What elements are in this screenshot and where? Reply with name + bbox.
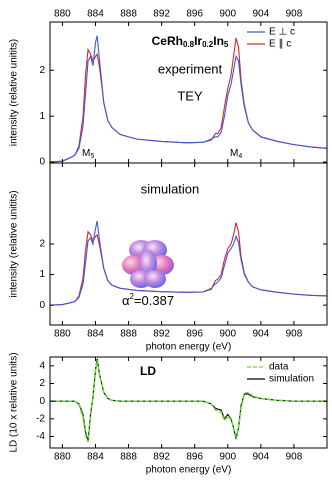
x-tick-label: 892 [153,9,170,20]
x-tick-label: 880 [54,452,71,463]
y-tick-label: -2 [36,413,45,424]
compound-label: CeRh0.8Ir0.2In5 [152,34,229,49]
x-tick-label: 900 [219,452,236,463]
annotation: TEY [177,88,203,103]
y-axis-title: intensity (relative unitits) [9,39,20,146]
legend-label: E ∥ c [269,39,291,50]
x-axis-title: photon energy (eV) [146,465,232,476]
x-tick-label: 892 [153,452,170,463]
y-tick-label: 1 [39,111,45,122]
y-axis-title: LD (10 x relative units) [9,352,20,452]
x-tick-label: 884 [87,329,104,340]
x-tick-label: 884 [87,9,104,20]
annotation: LD [140,364,156,378]
annotation: experiment [158,61,223,76]
y-tick-label: 0 [39,396,45,407]
x-tick-label: 880 [54,329,71,340]
legend-label: data [269,362,289,373]
x-tick-label: 896 [186,9,203,20]
legend-label: E ⊥ c [269,27,295,38]
y-tick-label: 2 [39,378,45,389]
alpha-label: α2=0.387 [122,292,174,308]
x-tick-label: 904 [253,329,270,340]
x-tick-label: 892 [153,329,170,340]
x-tick-label: 908 [286,329,303,340]
x-tick-label: 900 [219,329,236,340]
x-tick-label: 888 [120,9,137,20]
x-tick-label: 908 [286,9,303,20]
series-line [49,35,328,163]
annotation: simulation [141,181,200,196]
x-tick-label: 904 [253,9,270,20]
x-tick-label: 888 [120,452,137,463]
y-axis-title: intensity (relative unitits) [9,190,20,297]
y-tick-label: 2 [39,239,45,250]
plot-frame [49,356,328,449]
y-tick-label: -4 [36,431,45,442]
plot-frame [49,21,328,164]
y-tick-label: 2 [39,65,45,76]
y-tick-label: 0 [39,157,45,168]
x-tick-label: 884 [87,452,104,463]
series-line [49,220,328,306]
x-tick-label: 888 [120,329,137,340]
edge-label: M5 [82,148,94,160]
y-tick-label: 1 [39,269,45,280]
orbital-shape [122,240,174,288]
y-tick-label: 4 [39,360,45,371]
x-tick-label: 880 [54,9,71,20]
x-tick-label: 896 [186,452,203,463]
x-tick-label: 896 [186,329,203,340]
series-line [50,360,327,443]
x-axis-title: photon energy (eV) [146,342,232,353]
x-tick-label: 908 [286,452,303,463]
x-tick-label: 900 [219,9,236,20]
edge-label: M4 [230,148,242,160]
y-tick-label: 0 [39,300,45,311]
x-tick-label: 904 [253,452,270,463]
legend-label: simulation [269,374,314,385]
